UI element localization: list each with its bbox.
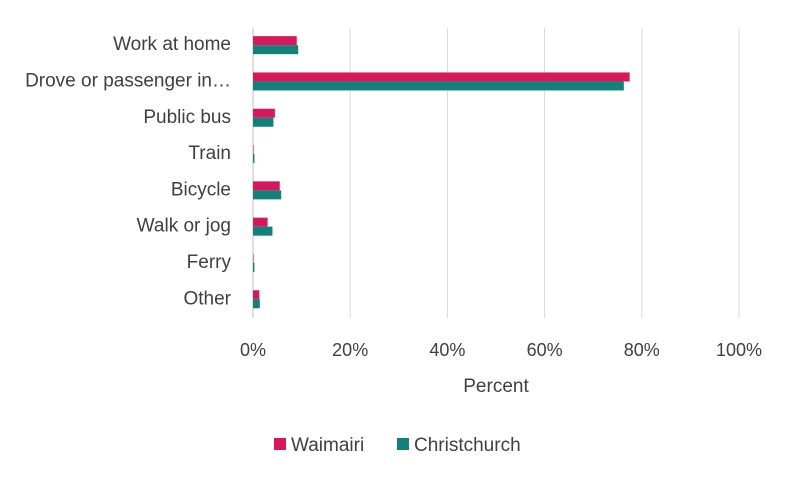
category-label: Train <box>188 143 231 164</box>
bar-christchurch <box>253 299 260 309</box>
category-label: Work at home <box>113 34 231 55</box>
x-tick-label: 0% <box>240 340 266 360</box>
category-label: Drove or passenger in… <box>25 70 231 91</box>
bar-waimairi <box>253 36 297 46</box>
legend-swatch-christchurch <box>397 438 409 450</box>
legend-label: Waimairi <box>291 435 364 456</box>
gridlines <box>252 28 740 318</box>
category-label: Other <box>183 288 231 309</box>
category-label: Ferry <box>187 252 232 273</box>
x-tick-label: 80% <box>624 340 660 360</box>
x-tick-label: 100% <box>716 340 762 360</box>
bar-waimairi <box>253 108 275 118</box>
category-label: Public bus <box>143 107 231 128</box>
x-tick-label: 20% <box>332 340 368 360</box>
bar-waimairi <box>253 72 630 82</box>
bar-waimairi <box>253 217 268 227</box>
bar-christchurch <box>253 117 274 127</box>
category-labels: Work at home Drove or passenger in… Public… <box>25 34 232 309</box>
x-tick-label: 40% <box>429 340 465 360</box>
bar-christchurch <box>253 81 624 91</box>
x-tick-labels: 0% 20% 40% 60% 80% 100% <box>240 340 762 360</box>
bar-waimairi <box>253 253 254 263</box>
x-axis-title: Percent <box>463 376 529 397</box>
legend-swatch-waimairi <box>274 438 286 450</box>
legend: Waimairi Christchurch <box>274 435 521 456</box>
category-label: Walk or jog <box>137 216 231 237</box>
category-label: Bicycle <box>171 179 231 200</box>
bar-waimairi <box>253 290 260 300</box>
legend-label: Christchurch <box>414 435 521 456</box>
bar-christchurch <box>253 262 255 272</box>
bar-christchurch <box>253 45 299 55</box>
bar-waimairi <box>253 145 254 155</box>
bar-waimairi <box>253 181 280 191</box>
bar-christchurch <box>253 190 282 200</box>
bars <box>253 36 630 309</box>
bar-christchurch <box>253 226 273 236</box>
x-tick-label: 60% <box>527 340 563 360</box>
bar-christchurch <box>253 154 255 164</box>
